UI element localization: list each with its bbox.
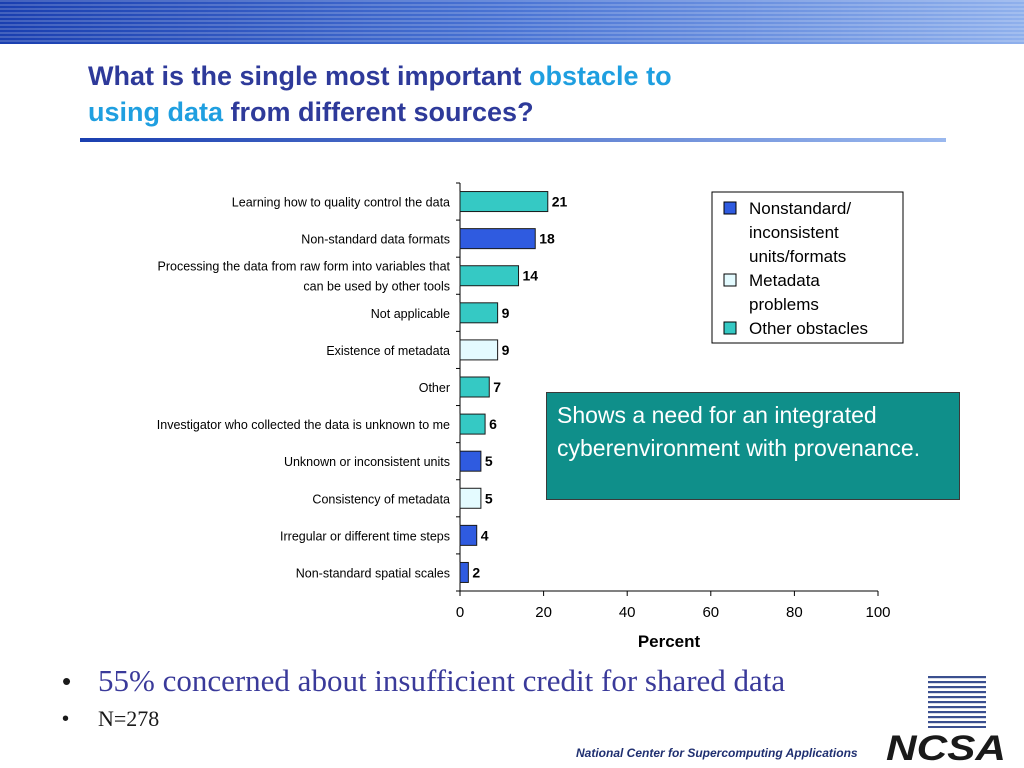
footer-text: National Center for Supercomputing Appli… <box>576 746 858 760</box>
legend-label: Other obstacles <box>749 319 868 338</box>
bullet-item: 55% concerned about insufficient credit … <box>62 660 785 702</box>
bar-value-label: 2 <box>472 564 480 580</box>
title-part-2: from different sources? <box>223 97 534 127</box>
bar-value-label: 9 <box>502 342 510 358</box>
bar <box>459 339 499 361</box>
bar-value-label: 7 <box>493 379 501 395</box>
legend-swatch <box>723 321 737 335</box>
bar <box>459 561 469 583</box>
bar-value-label: 21 <box>552 194 568 210</box>
category-label: Unknown or inconsistent units <box>284 455 450 469</box>
bar <box>459 265 520 287</box>
x-tick-label: 100 <box>865 604 890 621</box>
ncsa-logo: NCSA <box>886 676 1006 764</box>
category-label: Learning how to quality control the data <box>232 196 450 210</box>
bar-value-label: 5 <box>485 453 493 469</box>
category-label: Investigator who collected the data is u… <box>157 418 450 432</box>
bar <box>459 228 536 250</box>
legend-label: problems <box>749 295 819 314</box>
category-label: Consistency of metadata <box>312 492 450 506</box>
bar <box>459 413 486 435</box>
legend-swatch <box>723 201 737 215</box>
legend-label: inconsistent <box>749 223 839 242</box>
bar <box>459 302 499 324</box>
category-label: Non-standard data formats <box>301 233 450 247</box>
bar-chart: 0 20 40 60 80 100 Percent 21 Learning how to qua… <box>157 182 904 651</box>
bar <box>459 191 549 213</box>
bar-value-label: 5 <box>485 490 493 506</box>
legend-label: Metadata <box>749 271 820 290</box>
logo-wordmark: NCSA <box>886 729 1006 764</box>
category-label: can be used by other tools <box>303 280 450 294</box>
title-underline <box>80 138 946 142</box>
top-decorative-band <box>0 0 1024 44</box>
title-highlight-1: obstacle to <box>529 61 672 91</box>
legend-swatch <box>723 273 737 287</box>
bullet-item: N=278 <box>62 702 785 736</box>
x-tick-label: 40 <box>619 604 636 621</box>
bar <box>459 450 482 472</box>
category-label: Not applicable <box>371 307 450 321</box>
x-tick-label: 60 <box>702 604 719 621</box>
legend-label: units/formats <box>749 247 846 266</box>
x-tick-label: 20 <box>535 604 552 621</box>
callout-box: Shows a need for an integrated cyberenvi… <box>546 392 960 500</box>
category-label: Irregular or different time steps <box>280 529 450 543</box>
x-axis-title: Percent <box>638 632 701 651</box>
title-part-1: What is the single most important <box>88 61 530 91</box>
bullet-list: 55% concerned about insufficient credit … <box>62 660 785 736</box>
bar <box>459 376 490 398</box>
x-tick-label: 0 <box>456 604 464 621</box>
category-label: Non-standard spatial scales <box>296 566 450 580</box>
category-label: Other <box>419 381 450 395</box>
logo-mark <box>928 676 986 728</box>
bar-value-label: 4 <box>481 527 489 543</box>
slide-title: What is the single most important obstac… <box>88 58 888 130</box>
category-label: Processing the data from raw form into v… <box>158 260 451 274</box>
legend-box <box>711 191 904 344</box>
bar-value-label: 14 <box>523 268 539 284</box>
title-highlight-2: using data <box>88 97 224 127</box>
bar-value-label: 18 <box>539 231 555 247</box>
bar <box>459 487 482 509</box>
category-label: Existence of metadata <box>326 344 450 358</box>
bar <box>459 524 478 546</box>
legend-label: Nonstandard/ <box>749 199 851 218</box>
x-tick-label: 80 <box>786 604 803 621</box>
bar-value-label: 6 <box>489 416 497 432</box>
bar-value-label: 9 <box>502 305 510 321</box>
